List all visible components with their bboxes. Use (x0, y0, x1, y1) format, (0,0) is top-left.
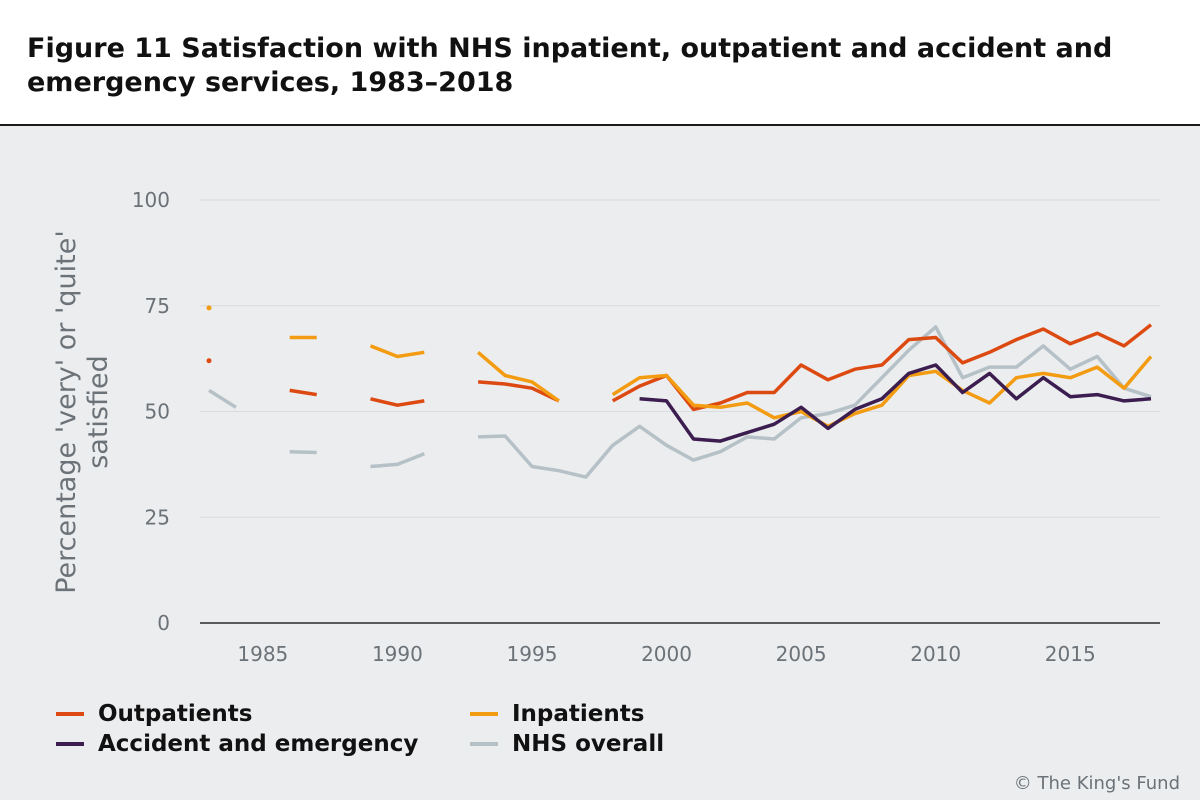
y-tick-label-100: 100 (132, 188, 170, 212)
line-segment-nhs-overall-2 (370, 452, 425, 469)
x-tick-label-1990: 1990 (372, 642, 423, 666)
series-accident-and-emergency (639, 363, 1152, 443)
data-point-inpatients (206, 305, 212, 311)
x-tick-label-1995: 1995 (507, 642, 558, 666)
data-point-outpatients (206, 358, 212, 364)
x-tick-label-1985: 1985 (237, 642, 288, 666)
line-segment-inpatients-2 (476, 350, 560, 403)
y-tick-label-0: 0 (157, 611, 170, 635)
copyright-credit: © The King's Fund (1013, 773, 1180, 794)
line-segment-outpatients-1 (370, 397, 425, 407)
line-segment-nhs-overall-0 (208, 388, 237, 409)
y-axis-title-line-1: Percentage 'very' or 'quite' (51, 230, 82, 594)
grid-lines (200, 199, 1160, 518)
line-segment-inpatients-3 (611, 355, 1153, 429)
line-segment-nhs-overall-1 (289, 449, 317, 455)
series-lines (206, 305, 1153, 479)
x-tick-label-2015: 2015 (1045, 642, 1096, 666)
line-segment-outpatients-2 (477, 380, 560, 403)
figure-header: Figure 11 Satisfaction with NHS inpatien… (0, 0, 1200, 126)
y-tick-label-25: 25 (145, 505, 170, 529)
series-nhs-overall (208, 325, 1152, 479)
y-axis-title-line-2: satisfied (83, 355, 114, 469)
y-axis-title: Percentage 'very' or 'quite'satisfied (51, 230, 114, 594)
x-tick-label-2005: 2005 (776, 642, 827, 666)
y-tick-label-75: 75 (145, 294, 170, 318)
x-tick-label-2000: 2000 (641, 642, 692, 666)
x-tick-label-2010: 2010 (910, 642, 961, 666)
line-segment-outpatients-0 (289, 388, 317, 397)
figure-title: Figure 11 Satisfaction with NHS inpatien… (27, 33, 1113, 98)
y-tick-label-50: 50 (145, 400, 170, 424)
line-segment-nhs-overall-3 (478, 325, 1152, 479)
line-segment-accident-and-emergency-0 (639, 363, 1152, 443)
series-inpatients (206, 305, 1153, 429)
line-segment-inpatients-1 (369, 344, 425, 359)
tick-labels: 0 25 50 75 100 1985 1990 1995 2000 2005 2010 2015 Pe… (51, 188, 1096, 666)
